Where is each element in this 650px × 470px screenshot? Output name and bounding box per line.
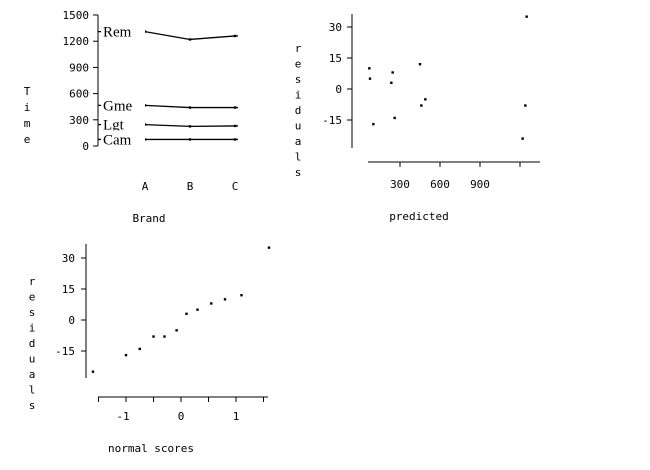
x-tick-label: -1 <box>116 410 129 423</box>
series-point <box>233 124 237 128</box>
series-label-bg <box>101 96 145 112</box>
y-tick-label: 0 <box>335 83 342 96</box>
series-point <box>188 106 192 109</box>
series-label-rem: Rem <box>103 25 132 41</box>
data-point <box>372 122 375 126</box>
y-tick-label: -15 <box>55 345 75 358</box>
data-point <box>521 137 524 140</box>
data-point <box>240 294 243 297</box>
data-point <box>185 312 188 315</box>
data-point <box>138 347 141 351</box>
series-point <box>188 38 192 41</box>
y-tick-label: 900 <box>69 61 89 74</box>
x-tick-label: 1 <box>233 410 240 423</box>
y-tick-label: 1500 <box>63 9 90 22</box>
series-label-bg <box>101 22 145 38</box>
data-point <box>223 298 227 301</box>
series-label-gme: Gme <box>103 98 133 114</box>
data-point <box>196 308 199 311</box>
y-tick-label: 30 <box>329 21 342 34</box>
y-tick-label: 15 <box>62 283 75 296</box>
x-axis-label: Brand <box>132 212 165 225</box>
x-tick-label: 900 <box>470 178 490 191</box>
data-point <box>152 335 155 338</box>
y-tick-label: 600 <box>69 88 89 101</box>
y-tick-label: 300 <box>69 114 89 127</box>
series-point <box>233 34 237 38</box>
x-tick-label: 300 <box>390 178 410 191</box>
data-point <box>391 71 394 74</box>
series-point <box>188 125 192 128</box>
x-tick-label: B <box>187 180 194 193</box>
residuals-vs-normal-scores-scatter: 30 15 0 -15 -1 0 1 r e s i d u a l s normal scores <box>29 244 271 455</box>
time-by-brand-line-chart: 1500 1200 900 600 300 0 A B C T i m e Brand Rem Gme LgtC… <box>24 9 239 225</box>
y-tick-label: 1200 <box>63 35 90 48</box>
data-point <box>418 63 422 66</box>
y-tick-label: 0 <box>82 140 89 153</box>
series-point <box>233 106 237 109</box>
y-tick-label: 30 <box>62 252 75 265</box>
data-point <box>175 329 178 332</box>
data-point <box>424 98 427 101</box>
series-point <box>188 138 192 141</box>
data-point <box>420 104 423 107</box>
residuals-vs-predicted-scatter: 30 15 0 -15 300 600 900 r e s i d u a l s predicted <box>295 14 540 223</box>
data-point <box>525 15 528 18</box>
data-point <box>210 302 213 305</box>
x-tick-label: 0 <box>178 410 185 423</box>
series-label-lgt: Lgt <box>103 118 125 134</box>
data-point <box>163 335 166 338</box>
x-tick-label: A <box>142 180 149 193</box>
series-point <box>233 138 237 141</box>
y-tick-label: 15 <box>329 52 342 65</box>
series-label-bg <box>101 115 145 131</box>
data-point <box>524 104 527 107</box>
x-axis-label: predicted <box>389 210 449 223</box>
y-tick-label: -15 <box>322 114 342 127</box>
x-tick-label: C <box>232 180 239 193</box>
data-point <box>368 77 372 80</box>
data-point <box>368 67 371 70</box>
x-tick-label: 600 <box>430 178 450 191</box>
series-label-cam: Cam <box>103 132 132 148</box>
data-point <box>390 81 393 84</box>
data-point <box>91 370 95 373</box>
data-point <box>393 116 396 120</box>
x-axis-label: normal scores <box>108 442 194 455</box>
data-point <box>124 353 128 357</box>
y-tick-label: 0 <box>68 314 75 327</box>
series-label-bg <box>101 130 145 146</box>
data-point <box>267 246 271 249</box>
